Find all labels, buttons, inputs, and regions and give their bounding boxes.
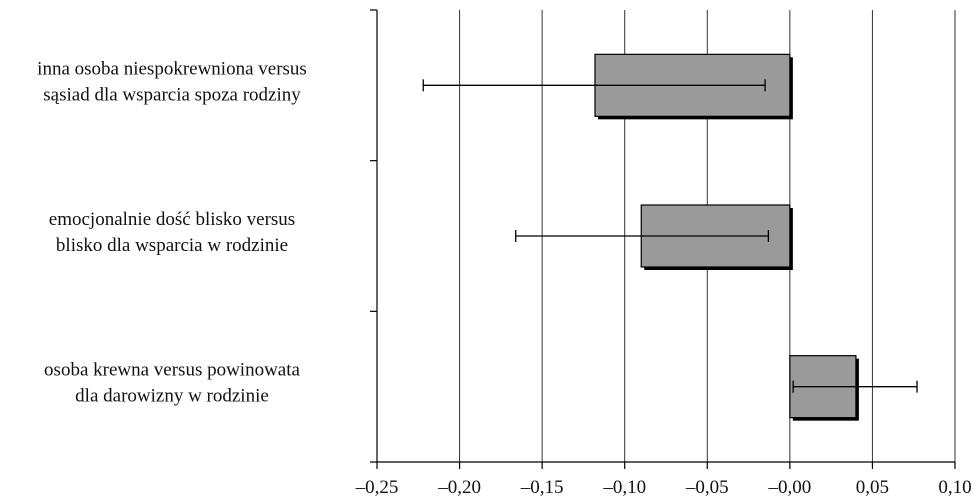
x-tick-label: 0,05 <box>856 477 889 498</box>
category-label: emocjonalnie dość blisko versus blisko dl… <box>49 209 295 256</box>
category-label: osoba krewna versus powinowata dla darowi… <box>44 360 300 407</box>
axes <box>370 9 956 469</box>
x-tick-label: –0,05 <box>685 477 729 498</box>
x-tick-label: –0,00 <box>767 477 811 498</box>
error-bars <box>422 79 918 393</box>
x-tick-label: –0,10 <box>602 477 646 498</box>
category-labels: inna osoba niespokrewniona versus sąsiad … <box>37 58 307 406</box>
x-tick-label: –0,20 <box>437 477 481 498</box>
x-tick-label: 0,10 <box>938 477 971 498</box>
bars <box>594 53 859 421</box>
x-tick-label: –0,25 <box>355 477 399 498</box>
category-label: inna osoba niespokrewniona versus sąsiad … <box>37 58 307 105</box>
x-tick-labels: –0,25 –0,20 –0,15 –0,10 –0,05 –0,00 0,05 0,10 <box>355 477 972 498</box>
x-tick-label: –0,15 <box>520 477 564 498</box>
